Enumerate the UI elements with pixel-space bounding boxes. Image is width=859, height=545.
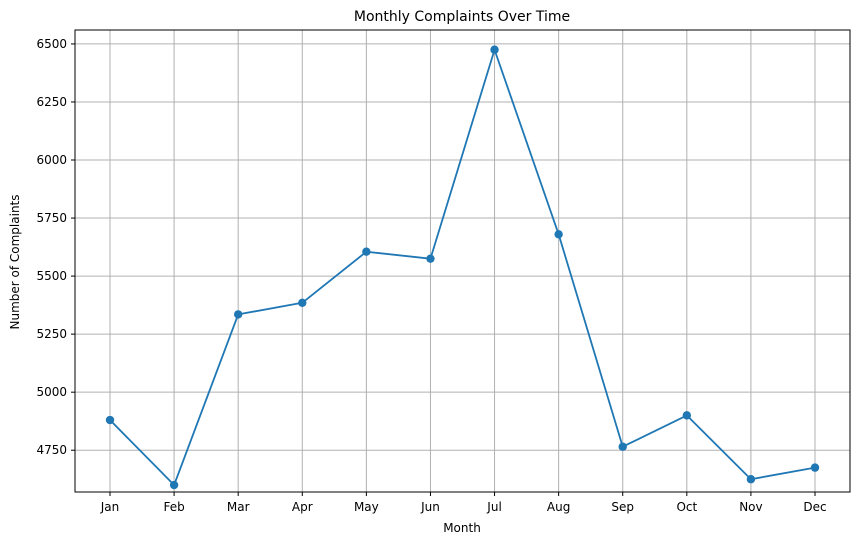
data-point-jan — [105, 415, 115, 425]
x-tick-label-jan: Jan — [100, 500, 120, 514]
data-point-apr — [298, 298, 307, 307]
x-tick-label-apr: Apr — [292, 500, 313, 514]
y-tick-label-5500: 5500 — [36, 269, 67, 283]
chart-title: Monthly Complaints Over Time — [354, 9, 570, 25]
plot-frame — [74, 29, 851, 493]
y-tick-label-6500: 6500 — [36, 37, 67, 51]
x-tick-label-jun: Jun — [420, 500, 440, 514]
data-point-sep — [618, 442, 627, 451]
x-tick-label-mar: Mar — [227, 500, 250, 514]
data-point-oct — [682, 411, 692, 420]
data-point-jun — [426, 254, 435, 263]
x-tick-label-aug: Aug — [547, 500, 570, 514]
y-tick-label-6000: 6000 — [36, 153, 67, 167]
data-point-mar — [233, 310, 243, 319]
y-tick-label-5750: 5750 — [36, 211, 67, 225]
y-tick-label-6250: 6250 — [36, 95, 67, 109]
y-tick-label-5000: 5000 — [36, 385, 67, 399]
y-axis-label: Number of Complaints — [8, 194, 22, 329]
x-tick-label-oct: Oct — [676, 500, 697, 514]
series-layer — [105, 45, 820, 490]
data-point-dec — [810, 463, 820, 472]
y-tick-label-4750: 4750 — [36, 443, 67, 457]
series-line-1 — [109, 48, 816, 486]
x-tick-label-sep: Sep — [611, 500, 634, 514]
x-axis-label: Month — [443, 521, 481, 535]
ticks-layer: Jan Feb Mar Apr May Jun Jul Aug Sep Oct Nov Dec 4750… — [36, 37, 826, 514]
x-tick-label-feb: Feb — [163, 500, 184, 514]
x-tick-label-jul: Jul — [486, 500, 501, 514]
x-tick-label-may: May — [354, 500, 379, 514]
data-point-aug — [554, 230, 563, 239]
x-tick-label-nov: Nov — [739, 500, 762, 514]
data-point-jul — [490, 45, 499, 54]
data-point-may — [362, 247, 371, 256]
x-tick-label-dec: Dec — [803, 500, 826, 514]
data-point-feb — [169, 480, 179, 490]
data-point-nov — [746, 475, 756, 484]
y-tick-label-5250: 5250 — [36, 327, 67, 341]
